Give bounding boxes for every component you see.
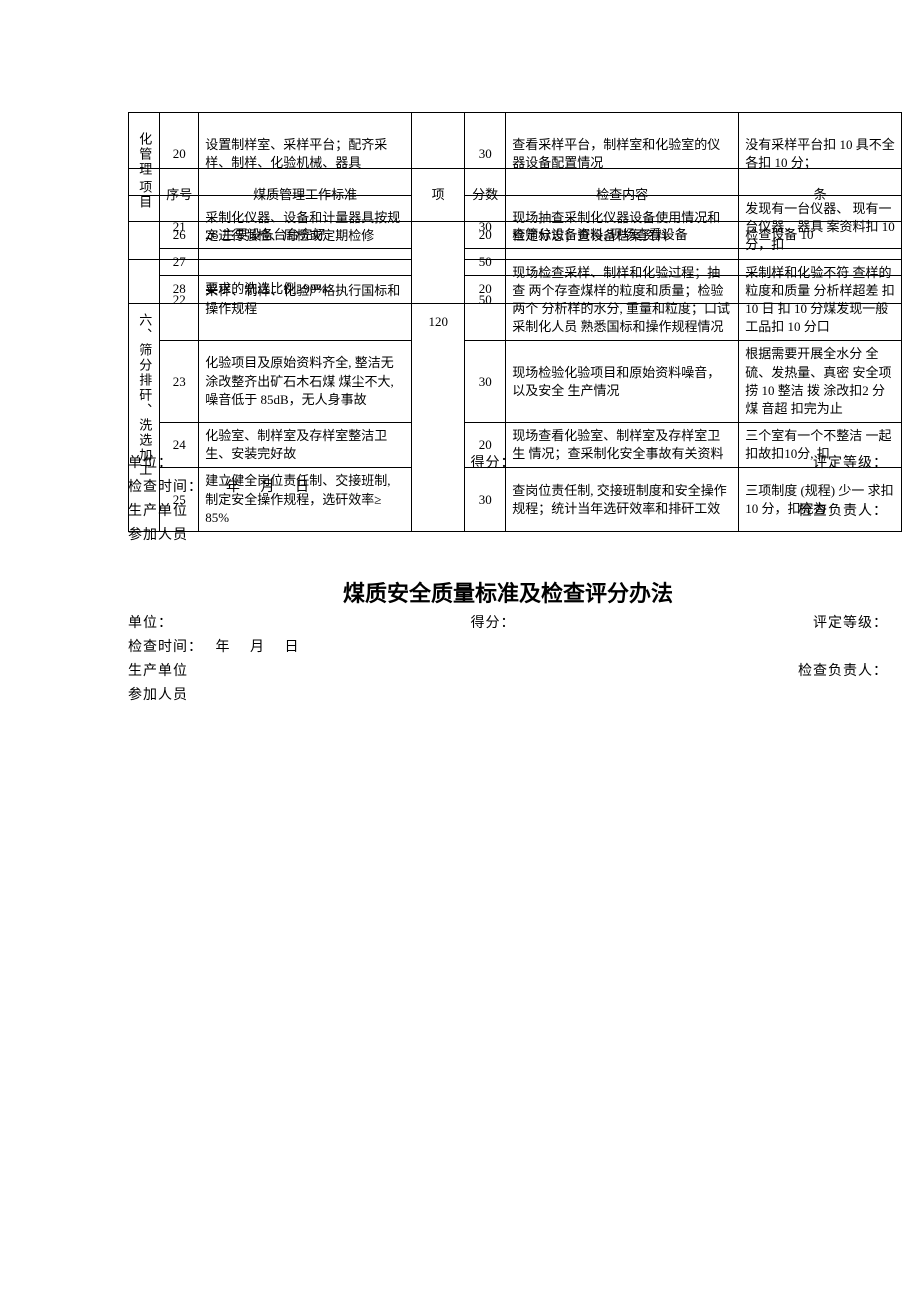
cell-header: 项目 bbox=[129, 169, 160, 222]
table-row: 28 要求的洗选比例≥90% 20 bbox=[129, 276, 902, 303]
cell-seq: 24 bbox=[160, 423, 199, 468]
cell-standard: 化验项目及原始资料齐全, 整洁无涂改整齐出矿石木石煤 煤尘不大, 噪音低于 85… bbox=[199, 341, 412, 423]
cell-score: 30 bbox=[465, 468, 506, 532]
cell-seq: 25 bbox=[160, 468, 199, 532]
checktime-label: 检查时间： 年 月 日 bbox=[128, 636, 888, 656]
cell-deduct: 三个室有一个不整洁 一起扣故扣10分, 扣 bbox=[739, 423, 902, 468]
cell-deduct bbox=[739, 276, 902, 303]
cell-standard: 化验室、制样室及存样室整洁卫生、安装完好故 bbox=[199, 423, 412, 468]
cell-score: 20 bbox=[465, 222, 506, 249]
page-title-2: 煤质安全质量标准及检查评分办法 bbox=[128, 576, 888, 608]
page: 化管理 20 设置制样室、采样平台；配齐采样、制样、化验机械、器具 120 30… bbox=[0, 0, 920, 1302]
table-front: 项目 序号 煤质管理工作标准 项 分数 检查内容 条 26 26 主要设备台台完… bbox=[128, 168, 902, 304]
footer-block-2: 单位： 得分： 评定等级： 检查时间： 年 月 日 生产单位 检查负责人： 参加… bbox=[128, 612, 888, 704]
cell-seq: 23 bbox=[160, 341, 199, 423]
cell-score: 30 bbox=[465, 341, 506, 423]
cell-deduct: 检查设备 10 bbox=[739, 222, 902, 249]
cell-standard: 建立健全岗位责任制、交接班制, 制定安全操作规程，选矸效率≥ 85% bbox=[199, 468, 412, 532]
produnit-label: 生产单位 bbox=[128, 660, 188, 680]
members-label: 参加人员 bbox=[128, 684, 888, 704]
cell-score: 50 bbox=[465, 249, 506, 276]
cell-deduct: 根据需要开展全水分 全硫、发热量、真密 安全项捞 10 整洁 拨 涂改扣2 分 … bbox=[739, 341, 902, 423]
cell-deduct: 三项制度 (规程) 少一 求扣 10 分，扣完为 bbox=[739, 468, 902, 532]
cell-check: 现场检验化验项目和原始资料噪音，以及安全 生产情况 bbox=[506, 341, 739, 423]
cell-score: 20 bbox=[465, 276, 506, 303]
cell-header: 项 bbox=[412, 169, 465, 222]
table-row: 26 26 主要设备台台完好 20 查筛分设备资料, 现场查看设备 检查设备 1… bbox=[129, 222, 902, 249]
cell-check bbox=[506, 249, 739, 276]
cell-score: 20 bbox=[465, 423, 506, 468]
grade-label: 评定等级： bbox=[813, 612, 888, 632]
checker-label: 检查负责人： bbox=[798, 660, 888, 680]
table-row: 23 化验项目及原始资料齐全, 整洁无涂改整齐出矿石木石煤 煤尘不大, 噪音低于… bbox=[129, 341, 902, 423]
cell-header: 条 bbox=[739, 169, 902, 222]
cell-empty bbox=[129, 222, 160, 304]
cell-empty bbox=[412, 222, 465, 304]
cell-deduct bbox=[739, 249, 902, 276]
cell-check: 查岗位责任制, 交接班制度和安全操作 规程；统计当年选矸效率和排矸工效 bbox=[506, 468, 739, 532]
unit-label: 单位： bbox=[128, 612, 173, 632]
cell-seq: 26 bbox=[160, 222, 199, 249]
table-row: 25 建立健全岗位责任制、交接班制, 制定安全操作规程，选矸效率≥ 85% 30… bbox=[129, 468, 902, 532]
cell-header: 分数 bbox=[465, 169, 506, 222]
cell-seq: 27 bbox=[160, 249, 199, 276]
cell-check: 现场查看化验室、制样室及存样室卫生 情况；查采制化安全事故有关资料 bbox=[506, 423, 739, 468]
table-row: 27 50 bbox=[129, 249, 902, 276]
cell-standard: 要求的洗选比例≥90% bbox=[199, 276, 412, 303]
cell-check: 查筛分设备资料, 现场查看设备 bbox=[506, 222, 739, 249]
score-label: 得分： bbox=[471, 612, 516, 632]
cell-seq: 28 bbox=[160, 276, 199, 303]
cell-standard bbox=[199, 249, 412, 276]
table-row: 项目 序号 煤质管理工作标准 项 分数 检查内容 条 bbox=[129, 169, 902, 222]
cell-header: 检查内容 bbox=[506, 169, 739, 222]
cell-header: 序号 bbox=[160, 169, 199, 222]
cell-check bbox=[506, 276, 739, 303]
table-row: 24 化验室、制样室及存样室整洁卫生、安装完好故 20 现场查看化验室、制样室及… bbox=[129, 423, 902, 468]
cell-header: 煤质管理工作标准 bbox=[199, 169, 412, 222]
cell-standard: 26 主要设备台台完好 bbox=[199, 222, 412, 249]
